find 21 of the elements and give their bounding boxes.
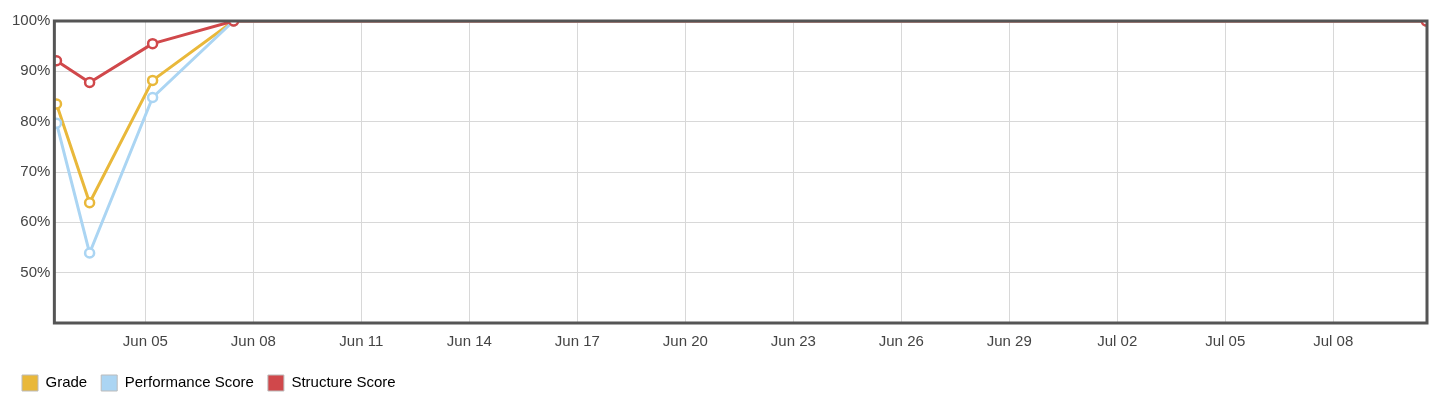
x-tick-label: Jun 29 (986, 332, 1032, 350)
x-tick-label: Jun 08 (230, 332, 276, 350)
y-tick-label: 90% (20, 61, 51, 79)
y-tick-label: 100% (11, 11, 51, 29)
x-tick-label: Jun 26 (878, 332, 924, 350)
x-tick-label: Jun 23 (770, 332, 816, 350)
y-tick-label: 50% (20, 262, 51, 280)
legend-label: Performance Score (124, 373, 254, 391)
x-tick-label: Jun 11 (339, 332, 384, 350)
legend-label: Grade (45, 373, 88, 391)
y-tick-label: 80% (20, 111, 51, 129)
x-tick-label: Jun 17 (554, 332, 600, 350)
x-tick-label: Jul 05 (1205, 332, 1246, 350)
y-tick-label: 60% (20, 212, 51, 230)
x-tick-label: Jun 20 (662, 332, 708, 350)
x-tick-label: Jun 05 (122, 332, 168, 350)
y-tick-label: 70% (20, 162, 51, 180)
x-tick-label: Jul 08 (1313, 332, 1354, 350)
legend-label: Structure Score (291, 373, 396, 391)
x-tick-label: Jun 14 (446, 332, 492, 350)
x-tick-label: Jul 02 (1097, 332, 1138, 350)
